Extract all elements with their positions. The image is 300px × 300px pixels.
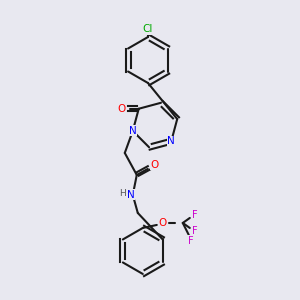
Text: O: O [118,104,126,114]
Text: F: F [192,226,198,236]
Text: F: F [192,210,198,220]
Text: H: H [119,190,126,199]
Text: F: F [188,236,194,246]
Text: N: N [127,190,135,200]
Text: N: N [129,126,137,136]
Text: N: N [167,136,175,146]
Text: O: O [151,160,159,170]
Text: Cl: Cl [143,24,153,34]
Text: O: O [159,218,167,228]
